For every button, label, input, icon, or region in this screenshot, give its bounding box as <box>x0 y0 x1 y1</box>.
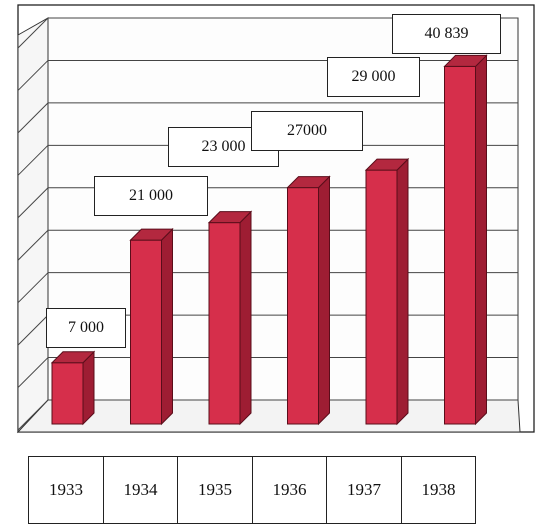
data-label: 21 000 <box>94 176 208 216</box>
bar-top <box>286 176 331 189</box>
gridline-side <box>17 314 49 346</box>
bar-top <box>50 351 96 364</box>
x-tick-label: 1935 <box>177 456 253 524</box>
bar-1933 <box>50 350 96 426</box>
bar-top <box>443 54 488 67</box>
bar-side <box>396 157 409 426</box>
gridline-side <box>17 17 49 49</box>
data-label: 40 839 <box>392 14 501 54</box>
bar-top <box>364 158 410 171</box>
x-tick-label: 1936 <box>251 456 328 524</box>
gridline-side <box>17 60 49 91</box>
gridline-side <box>17 187 49 219</box>
bar-front <box>444 65 476 425</box>
side-wall <box>17 17 49 434</box>
bar-front <box>287 187 319 425</box>
bar-side <box>82 350 95 426</box>
bar-side <box>239 210 252 426</box>
gridline-side <box>17 229 49 261</box>
data-label: 7 000 <box>46 308 126 348</box>
bar-side <box>161 227 173 426</box>
gridline-side <box>17 102 49 134</box>
gridline-side <box>17 272 49 304</box>
bar-1935 <box>207 210 253 426</box>
gridline-side <box>17 399 49 431</box>
bar-front <box>208 222 241 425</box>
bar-side <box>475 54 487 426</box>
bar-1936 <box>286 175 331 426</box>
x-tick-label: 1934 <box>102 456 179 524</box>
gridline-side <box>17 144 49 176</box>
bar-front <box>130 239 162 425</box>
bar-side <box>318 175 330 426</box>
bar-front <box>365 169 398 425</box>
bar-top <box>129 228 174 241</box>
x-tick-label: 1933 <box>28 456 104 524</box>
bar-front <box>51 362 84 425</box>
data-label: 27000 <box>251 111 363 151</box>
data-label: 29 000 <box>327 57 420 97</box>
bar-1937 <box>364 157 410 426</box>
bar-top <box>207 211 253 224</box>
x-tick-label: 1938 <box>400 456 477 524</box>
bar-1934 <box>129 227 174 426</box>
gridline-side <box>17 357 49 388</box>
bar-group <box>50 54 488 426</box>
x-tick-label: 1937 <box>326 456 402 524</box>
bar-1938 <box>443 54 488 426</box>
